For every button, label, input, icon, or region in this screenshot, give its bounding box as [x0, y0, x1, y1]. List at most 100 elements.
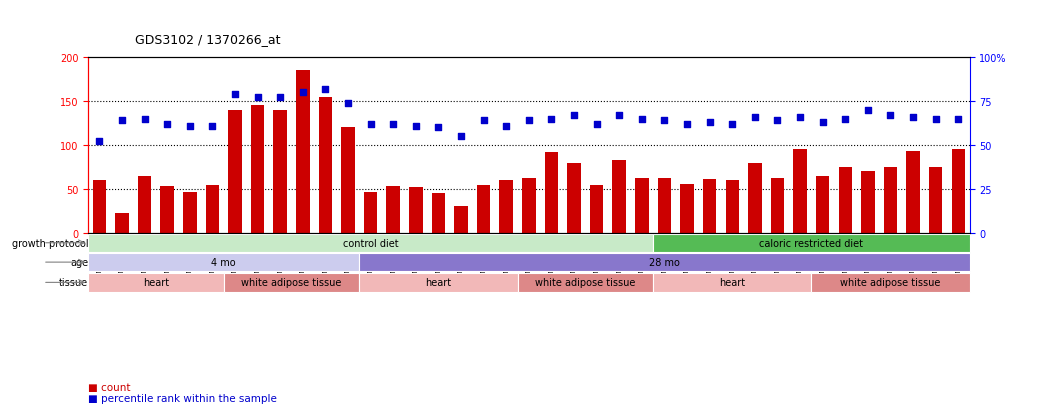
Bar — [364, 192, 377, 233]
Point — [204, 123, 221, 130]
Point — [317, 86, 334, 93]
Bar — [793, 150, 807, 233]
Bar — [861, 172, 874, 233]
Bar — [653, 273, 811, 292]
Bar — [544, 153, 558, 233]
Point — [634, 116, 650, 123]
Bar — [680, 184, 694, 233]
Point — [543, 116, 560, 123]
Point — [927, 116, 944, 123]
Point — [91, 139, 108, 145]
Text: ■ count: ■ count — [88, 382, 131, 392]
Bar — [274, 111, 287, 233]
Point — [114, 118, 131, 124]
Bar — [341, 128, 355, 233]
Text: tissue: tissue — [59, 278, 88, 288]
Bar — [816, 176, 830, 233]
Text: 28 mo: 28 mo — [649, 257, 680, 268]
Point — [295, 90, 311, 96]
Bar — [318, 97, 332, 233]
Bar — [92, 181, 106, 233]
Point — [430, 125, 447, 131]
Text: age: age — [71, 257, 88, 268]
Text: GDS3102 / 1370266_at: GDS3102 / 1370266_at — [135, 33, 280, 45]
Point — [656, 118, 673, 124]
Bar — [431, 194, 445, 233]
Point — [136, 116, 152, 123]
Bar — [770, 179, 784, 233]
Bar — [952, 150, 965, 233]
Bar — [88, 234, 653, 252]
Bar — [360, 254, 970, 271]
Bar — [522, 178, 536, 233]
Point — [860, 107, 876, 114]
Point — [408, 123, 424, 130]
Text: white adipose tissue: white adipose tissue — [242, 278, 342, 288]
Point — [249, 95, 265, 102]
Bar — [224, 273, 360, 292]
Point — [679, 121, 696, 128]
Text: white adipose tissue: white adipose tissue — [840, 278, 941, 288]
Bar — [517, 273, 653, 292]
Bar — [228, 111, 242, 233]
Point — [747, 114, 763, 121]
Point — [837, 116, 853, 123]
Bar — [477, 185, 491, 233]
Bar — [703, 180, 717, 233]
Text: heart: heart — [143, 278, 169, 288]
Bar — [454, 206, 468, 233]
Bar — [387, 187, 400, 233]
Bar — [409, 188, 423, 233]
Point — [453, 133, 470, 140]
Bar — [88, 273, 224, 292]
Bar — [653, 234, 970, 252]
Point — [475, 118, 492, 124]
Point — [362, 121, 379, 128]
Bar — [138, 176, 151, 233]
Point — [498, 123, 514, 130]
Point — [724, 121, 740, 128]
Point — [611, 112, 627, 119]
Bar — [884, 168, 897, 233]
Point — [340, 100, 357, 107]
Bar — [906, 152, 920, 233]
Point — [272, 95, 288, 102]
Bar — [88, 254, 360, 271]
Point — [905, 114, 922, 121]
Bar — [635, 178, 649, 233]
Bar — [115, 213, 129, 233]
Text: control diet: control diet — [343, 238, 398, 248]
Point — [701, 119, 718, 126]
Text: 4 mo: 4 mo — [212, 257, 236, 268]
Point — [227, 91, 244, 98]
Bar — [205, 185, 219, 233]
Bar — [748, 163, 761, 233]
Text: heart: heart — [720, 278, 746, 288]
Point — [814, 119, 831, 126]
Point — [882, 112, 899, 119]
Point — [385, 121, 401, 128]
Bar — [161, 187, 174, 233]
Point — [521, 118, 537, 124]
Bar — [811, 273, 970, 292]
Bar — [184, 192, 197, 233]
Text: ■ percentile rank within the sample: ■ percentile rank within the sample — [88, 394, 277, 404]
Bar — [567, 163, 581, 233]
Point — [181, 123, 198, 130]
Bar — [613, 161, 626, 233]
Bar — [929, 168, 943, 233]
Bar — [251, 106, 264, 233]
Bar — [657, 179, 671, 233]
Bar — [297, 71, 310, 233]
Point — [950, 116, 966, 123]
Text: caloric restricted diet: caloric restricted diet — [759, 238, 864, 248]
Bar — [590, 185, 604, 233]
Bar — [500, 181, 513, 233]
Bar — [360, 273, 517, 292]
Bar — [726, 181, 739, 233]
Bar — [839, 168, 852, 233]
Text: growth protocol: growth protocol — [11, 238, 88, 248]
Point — [588, 121, 605, 128]
Point — [792, 114, 809, 121]
Point — [159, 121, 175, 128]
